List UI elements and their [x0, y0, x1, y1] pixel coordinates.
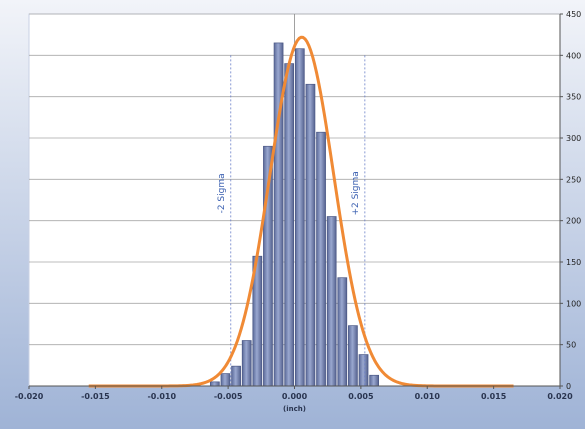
- plot-area: [28, 13, 561, 387]
- x-tick-label: -0.010: [147, 392, 176, 401]
- y-tick-label: 250: [566, 175, 581, 184]
- y-tick-label: 400: [566, 51, 581, 60]
- histogram-bar: [337, 277, 348, 387]
- x-tick-label: -0.015: [81, 392, 110, 401]
- x-tick-label: 0.000: [282, 392, 308, 401]
- x-tick-label: 0.005: [348, 392, 374, 401]
- x-axis-title: (inch): [283, 405, 306, 413]
- axes: -0.020 -0.015 -0.010 -0.005 0.000 0.005 0.010 0…: [15, 10, 582, 401]
- histogram-bar: [241, 340, 252, 387]
- histogram-bar: [284, 63, 295, 387]
- sigma-label: +2 Sigma: [351, 171, 361, 215]
- y-tick-label: 200: [566, 217, 581, 226]
- gridlines: [29, 13, 560, 346]
- x-tick-label: -0.005: [214, 392, 243, 401]
- histogram-bar: [231, 365, 241, 387]
- y-tick-label: 50: [566, 341, 576, 350]
- histogram-bar: [220, 373, 231, 387]
- y-tick-label: 150: [566, 258, 581, 267]
- histogram-bars: [209, 42, 380, 387]
- x-tick-label: -0.020: [15, 392, 44, 401]
- y-tick-label: 300: [566, 134, 581, 143]
- histogram-bar: [326, 216, 337, 387]
- y-tick-label: 350: [566, 93, 581, 102]
- histogram-bar: [358, 354, 369, 387]
- histogram-bar: [209, 381, 220, 387]
- histogram-bar: [348, 325, 358, 387]
- y-tick-label: 0: [566, 382, 571, 391]
- sigma-label: -2 Sigma: [217, 173, 227, 213]
- histogram-bar: [294, 48, 305, 387]
- y-tick-label: 450: [566, 10, 581, 19]
- y-tick-label: 100: [566, 299, 581, 308]
- x-tick-label: 0.010: [415, 392, 441, 401]
- histogram-bar: [369, 374, 380, 387]
- x-tick-label: 0.020: [547, 392, 573, 401]
- histogram-bar: [316, 131, 326, 387]
- histogram-bar: [305, 83, 316, 387]
- x-tick-label: 0.015: [481, 392, 507, 401]
